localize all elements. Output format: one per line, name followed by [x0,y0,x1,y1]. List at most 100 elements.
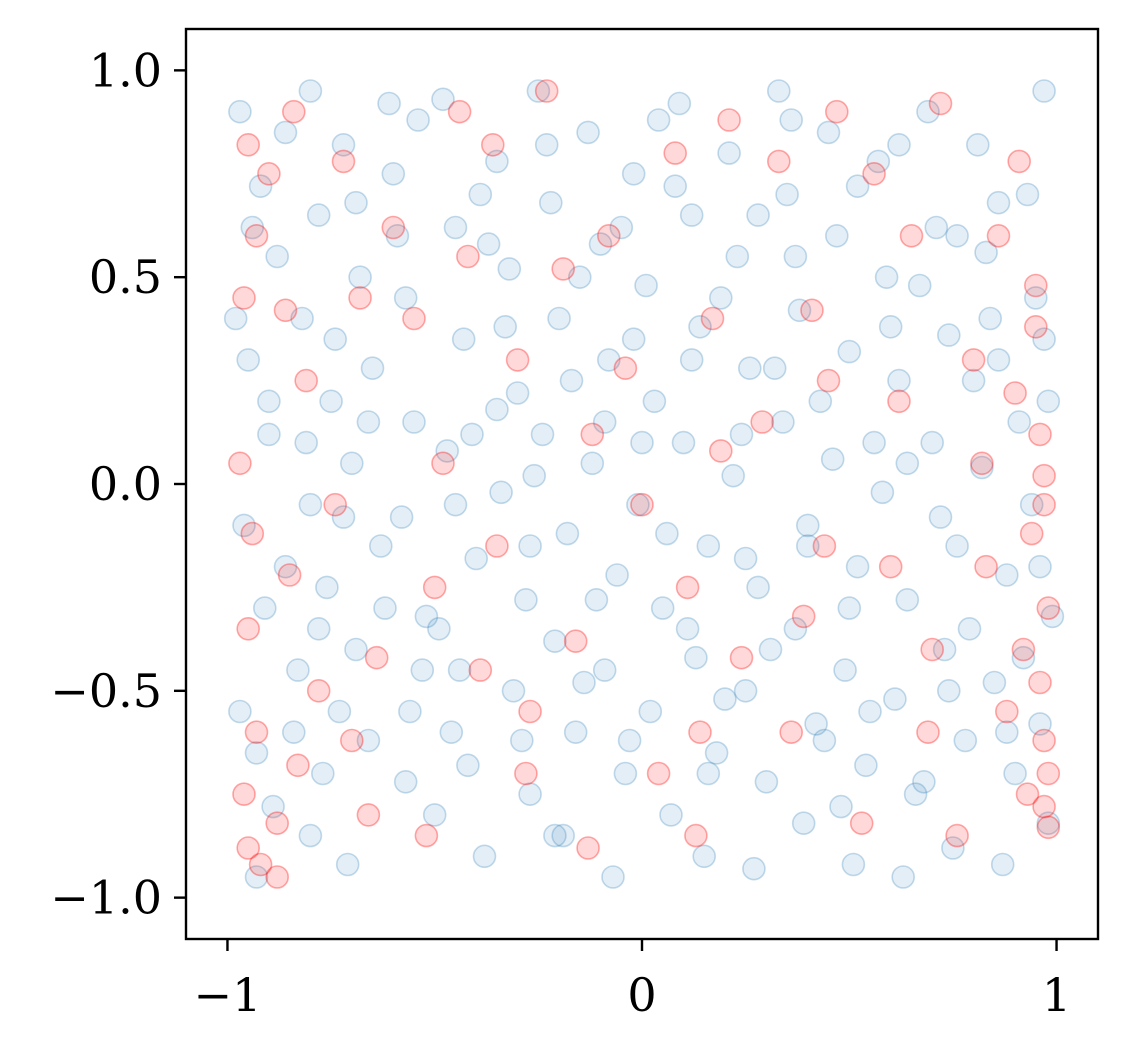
scatter-point-s0-100 [845,554,870,579]
scatter-point-s0-66 [634,273,658,298]
scatter-point-s0-5 [232,513,256,538]
scatter-point-s0-106 [887,368,911,393]
scatter-point-s0-1 [248,174,273,198]
scatter-point-s0-60 [580,451,605,476]
scatter-point-s0-38 [464,546,489,571]
scatter-point-s0-68 [626,492,650,517]
scatter-point-s0-51 [547,306,571,331]
scatter-point-s0-179 [779,108,804,132]
scatter-point-s1-51 [862,162,886,186]
scatter-point-s0-119 [941,836,965,860]
scatter-point-s0-108 [895,587,920,612]
scatter-point-s1-30 [534,79,559,103]
scatter-point-s1-19 [339,728,364,753]
scatter-point-s1-14 [286,753,310,778]
scatter-point-s0-136 [273,120,298,145]
scatter-point-s1-48 [812,534,837,558]
scatter-point-s0-30 [389,505,414,529]
scatter-point-s0-75 [671,430,696,455]
scatter-point-s1-28 [505,348,530,372]
scatter-point-s0-64 [601,865,625,889]
scatter-point-s0-142 [559,368,584,393]
scatter-point-s0-185 [240,215,265,240]
scatter-point-s1-58 [974,554,998,579]
scatter-point-s0-163 [795,534,820,558]
scatter-point-s0-105 [874,265,899,290]
scatter-point-s1-22 [422,575,447,600]
scatter-point-s0-52 [530,422,555,447]
scatter-point-s0-45 [489,480,513,505]
scatter-point-s0-65 [621,162,646,186]
scatter-point-s0-207 [518,534,542,558]
scatter-point-s1-45 [766,149,791,174]
scatter-point-s0-67 [642,389,667,414]
x-tick-label-2: 1 [1042,968,1071,1022]
scatter-point-s0-82 [737,356,762,381]
scatter-point-s1-78 [580,422,605,447]
scatter-point-s0-128 [1015,182,1040,207]
scatter-point-s0-49 [526,79,551,103]
scatter-point-s1-23 [414,823,439,848]
scatter-point-s0-151 [1007,410,1032,434]
scatter-point-s0-4 [257,422,281,447]
scatter-point-s0-112 [916,99,940,124]
scatter-point-s1-74 [1019,521,1044,546]
scatter-point-s1-66 [1036,596,1061,620]
scatter-point-s0-164 [845,174,870,198]
scatter-point-s0-170 [327,699,352,724]
scatter-point-s0-150 [957,616,982,641]
scatter-point-s0-200 [986,190,1011,215]
scatter-point-s0-36 [451,327,476,352]
scatter-point-s0-206 [468,182,493,207]
scatter-point-s0-41 [472,844,497,869]
scatter-point-s0-217 [1011,645,1036,670]
scatter-point-s0-0 [228,99,252,124]
scatter-point-s1-55 [928,91,953,116]
scatter-point-s1-91 [1003,381,1027,405]
scatter-point-s1-62 [1015,782,1040,807]
scatter-point-s0-76 [696,534,721,558]
scatter-point-s0-204 [356,410,381,434]
scatter-point-s0-77 [684,645,708,670]
scatter-point-s0-59 [596,348,621,372]
scatter-point-s0-69 [650,596,675,620]
scatter-point-s1-46 [779,720,804,745]
scatter-point-s1-26 [468,658,493,682]
scatter-point-s1-37 [646,761,671,786]
scatter-point-s1-82 [970,451,994,476]
scatter-point-s0-178 [729,422,754,447]
scatter-point-s1-20 [356,803,381,827]
scatter-point-s0-140 [460,422,484,447]
scatter-point-s1-25 [456,244,480,269]
scatter-point-s0-53 [555,521,580,546]
scatter-point-s0-175 [572,670,596,695]
scatter-point-s0-157 [493,314,518,339]
scatter-point-s0-162 [746,203,770,227]
scatter-point-s0-121 [974,240,998,265]
scatter-point-s0-189 [439,720,464,745]
scatter-point-s0-135 [1032,79,1056,103]
scatter-point-s0-43 [497,257,522,281]
scatter-point-s1-43 [729,645,754,670]
scatter-point-s0-213 [812,728,837,753]
scatter-point-s0-127 [990,852,1015,877]
scatter-point-s0-10 [298,79,323,103]
scatter-point-s0-102 [854,753,878,778]
scatter-point-s1-40 [684,823,708,848]
scatter-point-s0-126 [1003,761,1027,786]
scatter-point-s0-62 [592,658,617,682]
scatter-point-s0-13 [319,389,343,414]
scatter-point-s0-63 [613,761,638,786]
scatter-point-s0-98 [837,339,862,364]
scatter-point-s1-42 [717,108,741,132]
scatter-point-s0-44 [505,381,530,405]
scatter-point-s0-54 [543,629,567,654]
scatter-point-s1-90 [265,811,290,836]
scatter-point-s1-36 [630,492,654,517]
x-tick-label-0: −1 [194,968,262,1022]
scatter-point-s1-16 [331,149,356,174]
scatter-point-s1-38 [663,141,688,165]
scatter-point-s0-83 [721,463,746,488]
scatter-point-s0-203 [306,616,331,641]
scatter-point-s1-63 [1024,273,1048,298]
